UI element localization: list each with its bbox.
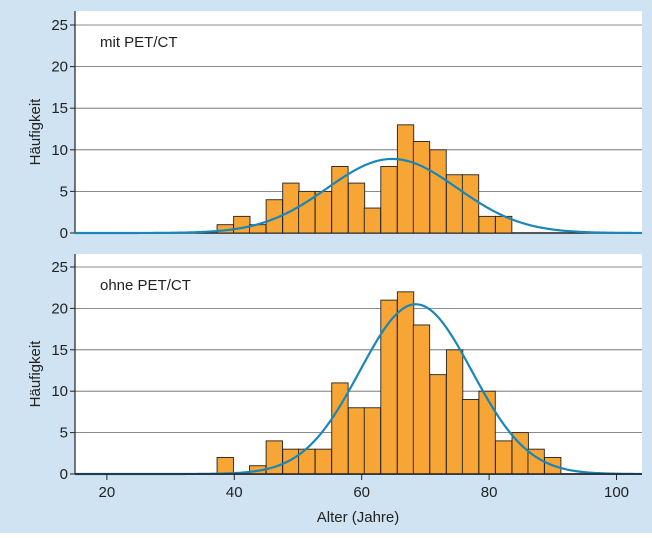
y-tick-label: 0 bbox=[60, 225, 68, 242]
x-tick-label: 60 bbox=[353, 484, 370, 501]
panel-label: ohne PET/CT bbox=[100, 277, 191, 294]
histogram-bar bbox=[216, 456, 234, 475]
x-tick-label: 80 bbox=[481, 484, 498, 501]
y-tick-label: 25 bbox=[51, 259, 68, 276]
histogram-bar bbox=[478, 215, 496, 234]
histogram-bar bbox=[363, 407, 382, 475]
histogram-bar bbox=[396, 124, 415, 234]
histogram-bar bbox=[347, 407, 366, 475]
y-tick-label: 5 bbox=[60, 183, 68, 200]
histogram-bar bbox=[347, 182, 366, 234]
histogram-bar bbox=[380, 165, 398, 234]
y-tick-label: 10 bbox=[51, 383, 68, 400]
x-tick-label: 20 bbox=[99, 484, 116, 501]
histogram-bar bbox=[314, 448, 333, 475]
histogram-bar bbox=[412, 324, 431, 475]
y-tick-label: 20 bbox=[51, 300, 68, 317]
normal-curve bbox=[75, 157, 642, 235]
histogram-bar bbox=[396, 291, 415, 475]
histogram-bar bbox=[461, 174, 480, 234]
y-tick-label: 10 bbox=[51, 142, 68, 159]
histogram-bar bbox=[314, 190, 333, 234]
y-tick-label: 20 bbox=[51, 59, 68, 76]
panel-mit-pet-ct: 0 5 10 15 20 25 mit PET/CT Häufigkeit bbox=[27, 11, 642, 242]
y-tick-label: 15 bbox=[51, 342, 68, 359]
histogram-bar bbox=[429, 374, 447, 475]
y-tick-label: 5 bbox=[60, 425, 68, 442]
y-tick-label: 15 bbox=[51, 100, 68, 117]
histogram-bar bbox=[495, 440, 513, 475]
panel-label: mit PET/CT bbox=[100, 34, 178, 51]
x-tick-label: 40 bbox=[226, 484, 243, 501]
histogram-bar bbox=[478, 390, 496, 475]
histogram-bar bbox=[363, 207, 382, 234]
histogram-bar bbox=[445, 349, 464, 475]
histogram-bar bbox=[233, 215, 251, 234]
histogram-bar bbox=[412, 141, 431, 234]
y-axis-label: Häufigkeit bbox=[27, 340, 44, 408]
histogram-bar bbox=[380, 299, 398, 475]
y-tick-labels: 0 5 10 15 20 25 bbox=[51, 259, 68, 483]
y-tick-labels: 0 5 10 15 20 25 bbox=[51, 17, 68, 242]
x-tick-label: 100 bbox=[604, 484, 629, 501]
histogram-bar bbox=[429, 149, 447, 234]
panel-ohne-pet-ct: 0 5 10 15 20 25 20 40 60 80 100 ohne PET/CT Häufi… bbox=[27, 254, 643, 526]
y-tick-label: 0 bbox=[60, 466, 68, 483]
x-tick-labels: 20 40 60 80 100 bbox=[75, 473, 642, 501]
y-axis-label: Häufigkeit bbox=[27, 98, 44, 166]
histogram-bar bbox=[461, 399, 480, 475]
x-axis-label: Alter (Jahre) bbox=[317, 509, 400, 526]
y-tick-label: 25 bbox=[51, 17, 68, 34]
